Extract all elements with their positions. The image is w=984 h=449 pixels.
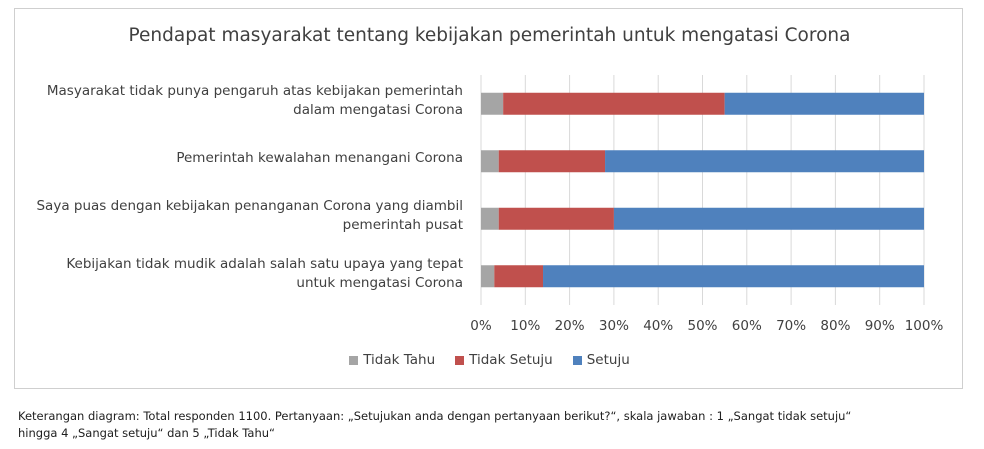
legend-swatch-setuju <box>572 355 582 365</box>
legend-swatch-tidak-setuju <box>455 355 465 365</box>
bar-tidak-setuju-3 <box>498 207 614 230</box>
category-label-1-line-1: Masyarakat tidak punya pengaruh atas keb… <box>46 83 463 99</box>
bar-tidak-setuju-4 <box>494 265 544 288</box>
diagram-note-line-2: hingga 4 „Sangat setuju“ dan 5 „Tidak Ta… <box>18 426 275 440</box>
legend: Tidak Tahu Tidak Setuju Setuju <box>15 352 964 368</box>
category-label-3: Saya puas dengan kebijakan penanganan Co… <box>23 197 463 235</box>
category-label-1-line-2: dalam mengatasi Corona <box>293 102 463 118</box>
x-tick-label: 80% <box>820 318 850 334</box>
bar-setuju-3 <box>613 207 924 230</box>
bar-tidak-tahu-2 <box>481 150 499 173</box>
x-tick-label: 30% <box>599 318 629 334</box>
category-label-4-line-2: untuk mengatasi Corona <box>296 275 463 291</box>
x-tick-label: 10% <box>510 318 540 334</box>
chart-frame: Pendapat masyarakat tentang kebijakan pe… <box>14 8 963 389</box>
diagram-note: Keterangan diagram: Total responden 1100… <box>18 408 968 442</box>
bar-setuju-4 <box>543 265 924 288</box>
bar-tidak-tahu-4 <box>481 265 495 288</box>
x-tick-label: 70% <box>776 318 806 334</box>
x-tick-label: 100% <box>905 318 944 334</box>
bar-tidak-tahu-3 <box>481 207 499 230</box>
bar-setuju-1 <box>724 92 924 115</box>
bar-tidak-setuju-1 <box>503 92 725 115</box>
bar-tidak-setuju-2 <box>498 150 606 173</box>
legend-item-tidak-setuju: Tidak Setuju <box>455 352 553 368</box>
category-label-4-line-1: Kebijakan tidak mudik adalah salah satu … <box>66 256 463 272</box>
category-label-3-line-1: Saya puas dengan kebijakan penanganan Co… <box>36 198 463 214</box>
category-label-4: Kebijakan tidak mudik adalah salah satu … <box>23 255 463 293</box>
diagram-note-line-1: Keterangan diagram: Total responden 1100… <box>18 409 852 423</box>
legend-item-setuju: Setuju <box>572 352 630 368</box>
legend-label-setuju: Setuju <box>586 352 630 368</box>
x-tick-label: 90% <box>865 318 895 334</box>
legend-label-tidak-setuju: Tidak Setuju <box>469 352 553 368</box>
category-label-3-line-2: pemerintah pusat <box>342 217 463 233</box>
bar-tidak-tahu-1 <box>481 92 504 115</box>
x-tick-label: 50% <box>687 318 717 334</box>
x-tick-label: 20% <box>555 318 585 334</box>
category-label-1: Masyarakat tidak punya pengaruh atas keb… <box>23 82 463 120</box>
x-tick-label: 0% <box>470 318 492 334</box>
legend-swatch-tidak-tahu <box>349 355 359 365</box>
bar-setuju-2 <box>605 150 924 173</box>
legend-item-tidak-tahu: Tidak Tahu <box>349 352 435 368</box>
legend-label-tidak-tahu: Tidak Tahu <box>363 352 436 368</box>
category-label-2-line-1: Pemerintah kewalahan menangani Corona <box>176 150 463 166</box>
chart-title: Pendapat masyarakat tentang kebijakan pe… <box>128 25 851 46</box>
plot-area: 0% 10% 20% 30% 40% 50% 60% 70% 80% 90% 100% <box>470 75 944 334</box>
category-label-2: Pemerintah kewalahan menangani Corona <box>23 149 463 168</box>
x-tick-label: 60% <box>732 318 762 334</box>
x-tick-label: 40% <box>643 318 673 334</box>
